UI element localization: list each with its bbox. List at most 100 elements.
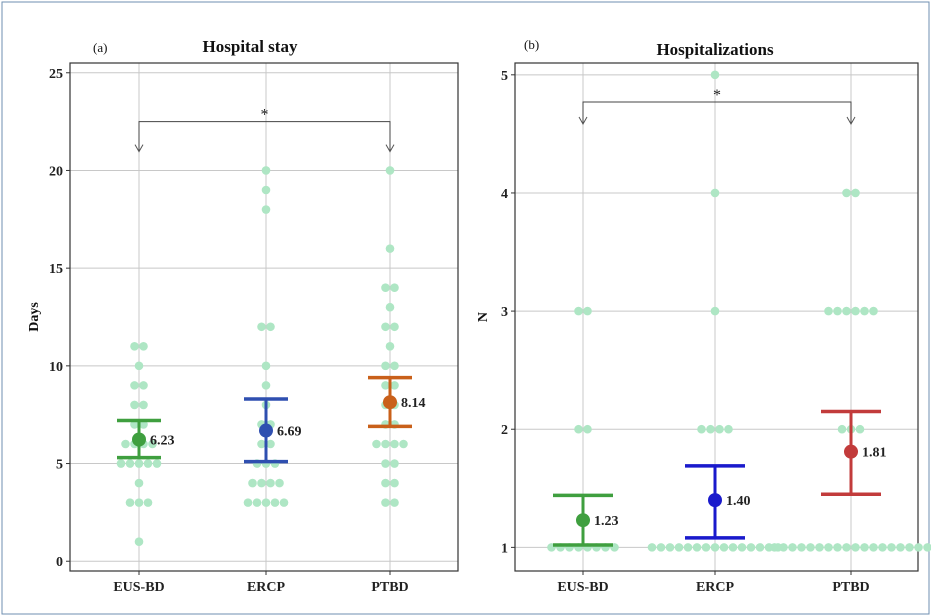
panel-b-bracket-arrow-icon [846,116,856,125]
panel-b-data-point [737,543,747,552]
panel-a-data-point [130,400,139,410]
panel-a-data-point [130,420,139,429]
panel-a-data-point [266,439,275,449]
panel-b-mean-label-eus-bd: 1.23 [594,514,619,529]
panel-b-data-point [647,543,657,552]
panel-b-data-point [842,543,851,552]
panel-a-data-point [390,439,399,449]
panel-a-data-point [125,459,135,468]
panel-b-data-point [697,424,706,434]
panel-a-title: Hospital stay [203,37,298,56]
panel-a-data-point [261,381,271,390]
panel-a-mean-label-eus-bd: 6.23 [150,434,175,449]
panel-b-data-point [855,424,865,434]
panel-b-data-point [692,543,702,552]
panel-b-data-point [860,306,869,316]
panel-b-data-point [583,306,592,316]
panel-b-bracket-arrow-icon [578,116,588,125]
panel-a-data-point [130,342,139,351]
panel-a-data-point [390,459,399,468]
panel-b-data-point [710,188,720,198]
panel-a-mean-label-ptbd: 8.14 [401,396,426,411]
panel-a-x-tick-label: ERCP [247,580,286,595]
panel-a-data-point [261,166,271,175]
panel-b-data-point [878,543,887,552]
panel-b-data-point [706,424,715,434]
panel-a-data-point [143,459,153,468]
panel-b-data-point [896,543,905,552]
panel-b-mean-point-ptbd [844,444,858,459]
panel-a-label: (a) [93,40,107,55]
panel-b-data-point [574,424,583,434]
panel-a-data-point [279,498,289,507]
panel-b-data-point [683,543,693,552]
panel-b-y-tick-label: 3 [501,305,508,320]
panel-b-data-point [887,543,896,552]
panel-b-data-point [923,543,931,552]
panel-a-data-point [152,459,162,468]
panel-a-data-point [134,459,144,468]
panel-a-data-point [399,439,408,449]
panel-a-data-point [266,478,275,488]
panel-a-y-tick-label: 25 [49,67,63,82]
panel-b-y-axis-label: N [476,312,491,322]
panel-a-data-point [261,498,271,507]
panel-a-data-point [134,361,144,371]
panel-b-y-tick-label: 5 [501,69,508,84]
panel-a-bracket-arrow-icon [134,144,144,153]
panel-a-data-point [257,322,266,332]
panel-b-data-point [842,306,851,316]
panel-a-data-point [385,302,395,312]
panel-a-data-point [381,361,390,371]
panel-b-data-point [724,424,733,434]
panel-a-data-point [385,244,395,253]
panel-b-label: (b) [524,37,539,52]
panel-a-y-tick-label: 15 [49,262,63,277]
panel-a-significance-star: * [261,107,269,124]
panel-b-data-point [755,543,765,552]
panel-a-data-point [116,459,126,468]
panel-b-data-point [574,306,583,316]
panel-a-data-point [385,166,395,175]
panel-b-data-point [674,543,684,552]
panel-b-mean-label-ptbd: 1.81 [862,446,887,461]
panel-a-data-point [381,439,390,449]
panel-a-data-point [130,381,139,390]
panel-a-data-point [381,381,390,390]
panel-b-data-point [779,543,788,552]
panel-b-data-point [710,306,720,316]
panel-a-data-point [390,381,399,390]
panel-b-data-point [665,543,675,552]
panel-b-data-point [851,188,860,198]
panel-a-data-point [252,498,262,507]
panel-b-data-point [656,543,666,552]
panel-b-data-point [797,543,806,552]
panel-a-data-point [257,439,266,449]
panel-b-data-point [905,543,914,552]
panel-a-mean-point-ptbd [383,395,397,410]
panel-a-x-tick-label: EUS-BD [113,580,164,595]
panel-a-data-point [125,498,135,507]
panel-a-data-point [148,439,157,449]
panel-a-mean-label-ercp: 6.69 [277,425,302,440]
panel-b-x-tick-label: PTBD [832,580,869,595]
panel-a-data-point [390,322,399,332]
panel-a-y-tick-label: 20 [49,164,63,179]
panel-b-data-point [851,306,860,316]
panel-a-data-point [261,205,271,214]
panel-a-data-point [261,185,271,195]
panel-a-data-point [372,439,381,449]
panel-b-data-point [583,424,592,434]
panel-a-data-point [134,537,144,546]
panel-a-mean-point-eus-bd [132,432,146,447]
panel-b-data-point [806,543,815,552]
panel-a-significance-bracket [138,121,391,152]
panel-b-data-point [770,543,779,552]
panel-b-x-tick-label: EUS-BD [557,580,608,595]
panel-b-mean-point-ercp [708,493,722,508]
panel-b-data-point [788,543,797,552]
panel-a-data-point [381,283,390,292]
panel-a-plot-frame [69,62,459,572]
